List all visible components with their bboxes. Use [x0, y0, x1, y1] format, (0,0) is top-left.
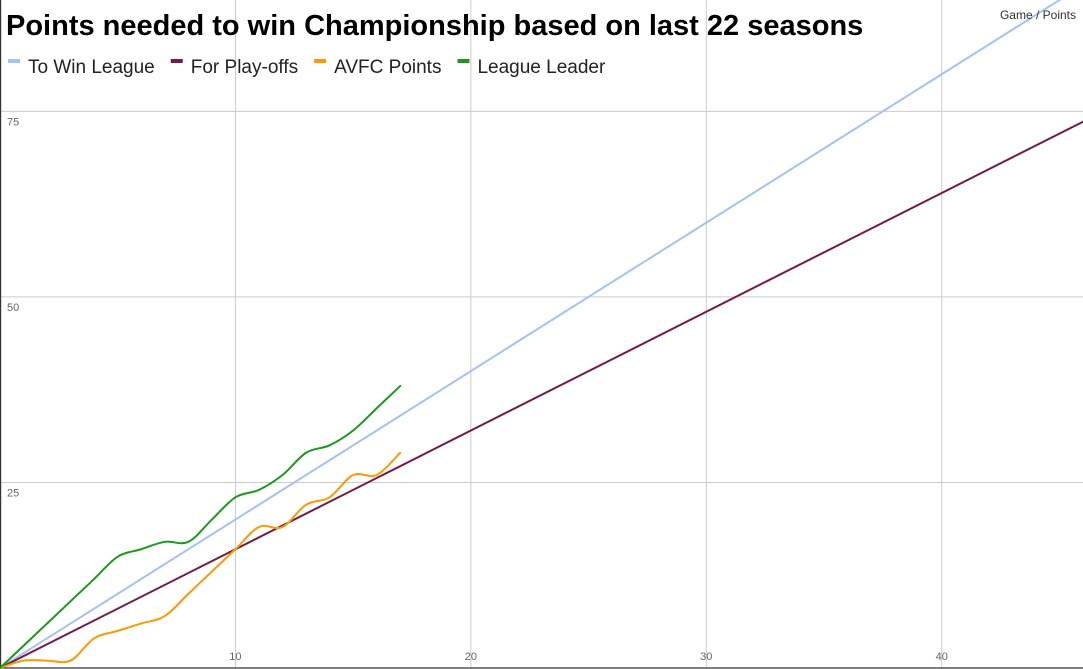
- legend-label: AVFC Points: [334, 57, 441, 78]
- series-line-avfc-points: [0, 451, 402, 669]
- series-line-league-leader: [0, 384, 402, 669]
- legend-label: League Leader: [477, 57, 606, 78]
- y-tick-label: 50: [7, 302, 19, 314]
- series-line-for-play-offs: [0, 120, 1083, 669]
- chart-title: Points needed to win Championship based …: [6, 10, 863, 42]
- x-tick-label: 40: [936, 651, 948, 663]
- legend-swatch: [314, 59, 327, 63]
- legend-swatch: [457, 59, 470, 63]
- y-tick-label: 25: [7, 487, 19, 499]
- legend: To Win League For Play-offs AVFC Points Lea…: [8, 57, 606, 78]
- x-tick-label: 10: [229, 651, 241, 663]
- legend-swatch: [170, 59, 183, 63]
- legend-label: For Play-offs: [191, 57, 298, 78]
- x-tick-label: 20: [465, 651, 477, 663]
- legend-label: To Win League: [28, 57, 155, 78]
- axis-note: Game / Points: [1000, 8, 1076, 22]
- legend-swatch: [8, 59, 20, 63]
- x-tick-label: 30: [700, 651, 712, 663]
- y-tick-label: 75: [7, 116, 19, 128]
- tick-labels: 10 20 30 40 25 50 75: [7, 116, 948, 663]
